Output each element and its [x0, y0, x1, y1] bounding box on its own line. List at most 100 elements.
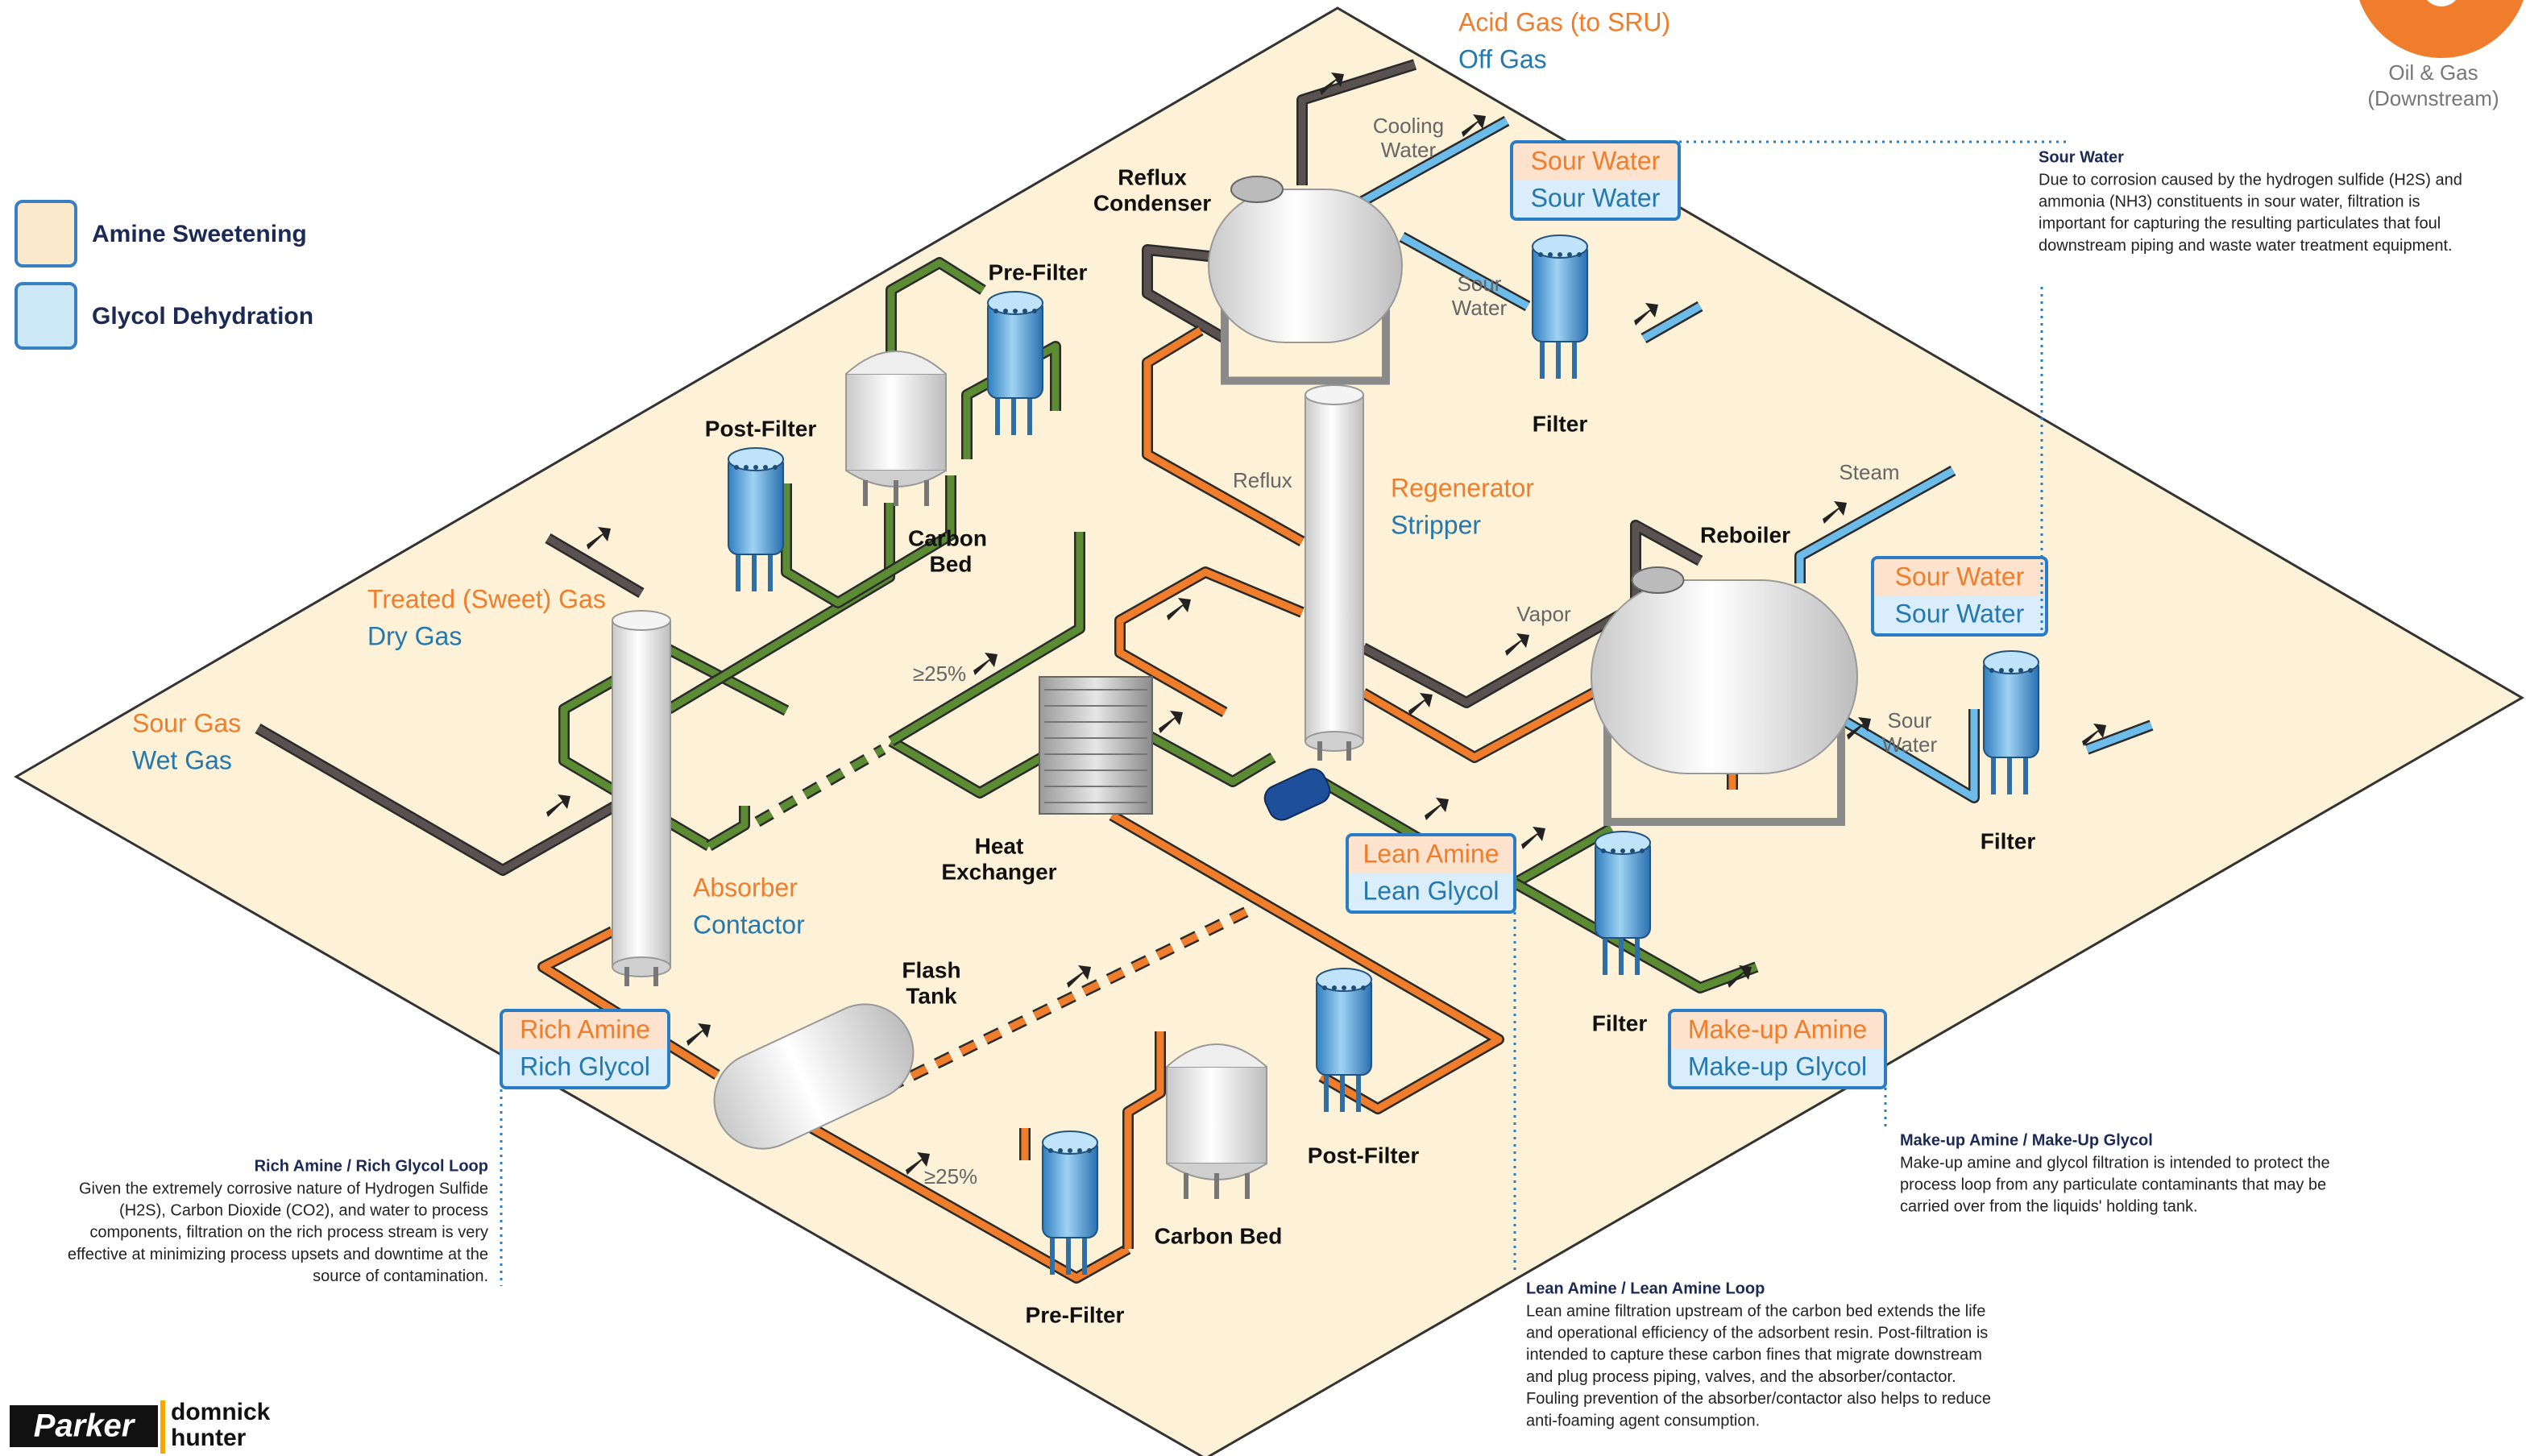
equipment-label: Reflux: [1118, 164, 1187, 189]
equipment-label: Water: [1381, 138, 1437, 162]
equipment-label: Dry Gas: [367, 621, 462, 650]
note-line: anti-foaming agent consumption.: [1526, 1412, 1760, 1429]
reflux-condenser: [1209, 189, 1402, 342]
note-line: Due to corrosion caused by the hydrogen …: [2039, 171, 2462, 189]
filter-bolt: [1077, 1148, 1082, 1153]
column-cap: [612, 611, 670, 630]
equipment-label: Heat: [975, 833, 1024, 858]
equipment-label: Cooling: [1373, 114, 1444, 138]
note-line: Make-up amine and glycol filtration is i…: [1900, 1154, 2330, 1172]
filter-bolt: [753, 465, 758, 470]
filter-bolt: [1058, 1148, 1063, 1153]
filter-bolt: [1620, 848, 1625, 853]
equipment-label: ≥25%: [913, 662, 966, 686]
equipment-label: Reflux: [1233, 468, 1292, 492]
reflux-condenser-nozzle: [1231, 176, 1283, 202]
note-line: Lean amine filtration upstream of the ca…: [1526, 1302, 1985, 1320]
note-line: Given the extremely corrosive nature of …: [79, 1180, 488, 1197]
note-line: (H2S), Carbon Dioxide (CO2), and water t…: [119, 1201, 488, 1219]
equipment-label: Reboiler: [1700, 522, 1790, 547]
stream-tag-label: Sour Water: [1531, 183, 1661, 212]
stream-tag-label: Sour Water: [1531, 146, 1661, 175]
equipment-label: ≥25%: [924, 1164, 977, 1188]
equipment-label: Sour Gas: [132, 708, 241, 737]
equipment-label: Absorber: [693, 873, 798, 902]
filter-bolt: [2028, 668, 2033, 673]
note-line: source of contamination.: [313, 1267, 488, 1285]
legend-swatch: [16, 284, 76, 348]
equipment-label: Steam: [1839, 460, 1899, 484]
filter-bolt: [1351, 985, 1356, 990]
equipment-label: Condenser: [1093, 190, 1211, 215]
filter-bolt: [1640, 848, 1645, 853]
equipment-label: Exchanger: [941, 859, 1056, 884]
filter-bolt: [1999, 668, 2004, 673]
filter-bolt: [1611, 848, 1616, 853]
column-base: [1305, 732, 1363, 751]
filter-bolt: [1032, 309, 1037, 313]
column: [612, 620, 670, 967]
note-line: Fouling prevention of the absorber/conta…: [1526, 1390, 1991, 1408]
note-line: important for capturing the resulting pa…: [2039, 215, 2441, 233]
parker-logo: Parker: [34, 1408, 136, 1444]
note-line: effective at minimizing process upsets a…: [68, 1246, 488, 1263]
equipment-label: Pre-Filter: [1026, 1302, 1125, 1327]
reboiler: [1591, 580, 1857, 774]
equipment-label: Filter: [1592, 1010, 1648, 1035]
equipment-label: Contactor: [693, 910, 805, 939]
equipment-label: Regenerator: [1391, 473, 1534, 502]
stream-tag-label: Make-up Amine: [1688, 1014, 1867, 1043]
filter-bolt: [1087, 1148, 1092, 1153]
equipment-label: Treated (Sweet) Gas: [367, 584, 606, 613]
filter-bolt: [763, 465, 768, 470]
filter-bolt: [1013, 309, 1018, 313]
equipment-label: Filter: [1533, 411, 1588, 436]
legend-label: Glycol Dehydration: [92, 303, 313, 330]
carbon-bed: [1167, 1067, 1267, 1164]
equipment-label: Vapor: [1516, 602, 1571, 626]
equipment-label: Sour: [1458, 272, 1502, 296]
filter-bolt: [1022, 309, 1027, 313]
column-cap: [1305, 385, 1363, 404]
equipment-label: Tank: [906, 983, 957, 1008]
filter-bolt: [1048, 1148, 1053, 1153]
column: [1305, 395, 1363, 741]
filter-bolt: [1068, 1148, 1072, 1153]
filter-bolt: [1630, 848, 1635, 853]
equipment-label: Acid Gas (to SRU): [1458, 7, 1670, 36]
stream-tag-label: Rich Amine: [520, 1014, 650, 1043]
note-line: and operational efficiency of the adsorb…: [1526, 1324, 1988, 1342]
equipment-label: Wet Gas: [132, 745, 232, 774]
note-line: downstream piping and waste water treatm…: [2039, 237, 2453, 255]
note-title: Lean Amine / Lean Amine Loop: [1526, 1280, 1765, 1297]
equipment-label: Carbon Bed: [1155, 1223, 1283, 1248]
column-base: [612, 957, 670, 977]
filter-bolt: [1332, 985, 1337, 990]
filter-bolt: [1548, 252, 1553, 257]
partner-logo: hunter: [171, 1425, 247, 1451]
equipment-label: Post-Filter: [705, 416, 817, 441]
stream-tag-label: Lean Glycol: [1363, 876, 1499, 905]
filter-bolt: [1989, 668, 1994, 673]
legend-swatch: [16, 201, 76, 266]
brand-sector: (Downstream): [2367, 86, 2499, 110]
note-title: Make-up Amine / Make-Up Glycol: [1900, 1131, 2153, 1149]
filter-bolt: [1557, 252, 1562, 257]
equipment-label: Carbon: [908, 525, 987, 550]
filter-bolt: [1567, 252, 1572, 257]
filter-bolt: [1601, 848, 1606, 853]
carbon-bed: [846, 374, 946, 471]
note-line: process loop from any particulate contam…: [1900, 1176, 2326, 1193]
equipment-label: Post-Filter: [1308, 1143, 1420, 1168]
equipment-label: Bed: [930, 551, 973, 576]
filter-bolt: [744, 465, 749, 470]
note-line: intended to capture these carbon fines t…: [1526, 1346, 1982, 1364]
stream-tag-label: Lean Amine: [1363, 839, 1499, 868]
filter-bolt: [993, 309, 998, 313]
equipment-label: Stripper: [1391, 510, 1481, 539]
note-title: Rich Amine / Rich Glycol Loop: [255, 1157, 488, 1175]
filter-bolt: [1003, 309, 1008, 313]
reboiler-nozzle: [1632, 567, 1684, 593]
brand-badge: [2354, 0, 2526, 58]
equipment-label: Flash: [902, 957, 960, 982]
